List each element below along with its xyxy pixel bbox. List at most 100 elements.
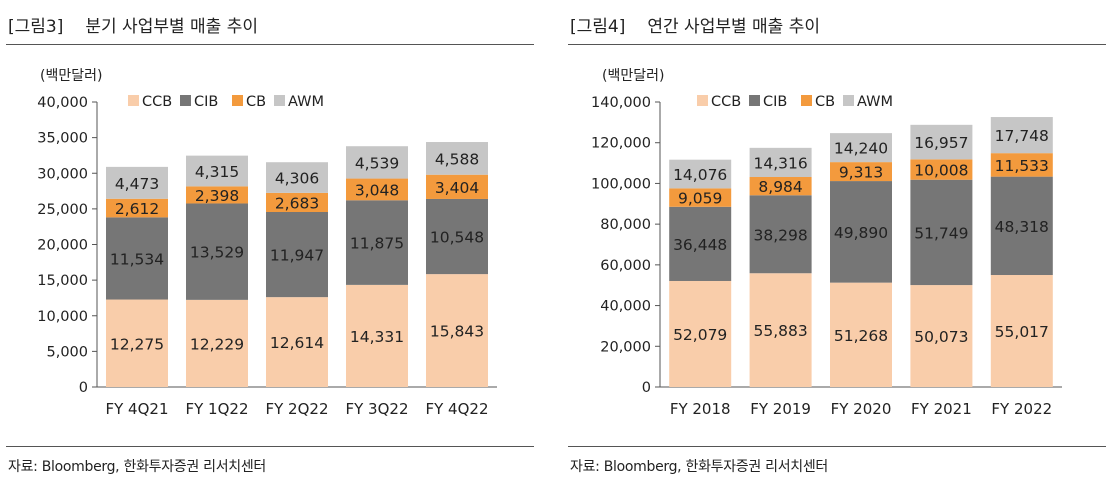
bar-segment-ccb (749, 273, 812, 387)
bar-segment-ccb (426, 274, 488, 387)
legend-swatch-ccb (128, 95, 139, 106)
data-label-cb: 3,048 (355, 181, 399, 199)
source-note: 자료: Bloomberg, 한화투자증권 리서치센터 (570, 459, 829, 475)
data-label-awm: 4,539 (355, 154, 399, 172)
bar-segment-awm (830, 133, 892, 163)
y-tick-label: 80,000 (600, 217, 651, 233)
y-tick-label: 40,000 (600, 299, 651, 315)
figure-title-text: 분기 사업부별 매출 추이 (85, 17, 258, 37)
bar-segment-ccb (106, 299, 168, 387)
bar-segment-cib (186, 203, 248, 300)
bar-segment-cib (749, 195, 812, 274)
figure-number: [그림3] (8, 17, 64, 37)
y-tick-label: 100,000 (591, 176, 651, 192)
bar-segment-cib (266, 212, 328, 298)
data-label-cb: 2,683 (275, 194, 319, 212)
bar-segment-awm (106, 166, 168, 199)
y-tick-label: 35,000 (37, 131, 88, 147)
source-rule (6, 446, 534, 447)
data-label-cib: 51,749 (914, 224, 968, 242)
x-tick-label: FY 4Q21 (106, 400, 169, 418)
x-tick-label: FY 2021 (911, 400, 972, 418)
data-label-ccb: 12,229 (190, 335, 244, 353)
bar-segment-ccb (346, 284, 408, 387)
bar-segment-cb (106, 198, 168, 218)
bar-segment-cb (266, 192, 328, 213)
y-tick-label: 140,000 (591, 95, 651, 111)
legend-swatch-cb (801, 95, 812, 106)
y-tick-label: 0 (79, 380, 88, 396)
bar-segment-cb (346, 178, 408, 201)
legend-label-ccb: CCB (711, 94, 741, 110)
source-rule (568, 446, 1106, 447)
bar-segment-awm (910, 124, 973, 160)
data-label-cib: 11,534 (110, 250, 164, 268)
legend-swatch-awm (843, 95, 854, 106)
x-tick-label: FY 2022 (991, 400, 1052, 418)
legend-label-cib: CIB (763, 94, 787, 110)
y-tick-label: 0 (642, 380, 651, 396)
bar-segment-cib (910, 179, 973, 286)
bar-segment-cib (990, 176, 1053, 276)
data-label-cib: 13,529 (190, 244, 244, 262)
data-label-cb: 11,533 (995, 157, 1049, 175)
legend-label-cb: CB (246, 94, 266, 110)
bar-segment-ccb (186, 299, 248, 387)
x-tick-label: FY 4Q22 (426, 400, 489, 418)
source-note: 자료: Bloomberg, 한화투자증권 리서치센터 (8, 459, 267, 475)
data-label-cb: 10,008 (914, 162, 968, 180)
data-label-ccb: 51,268 (834, 327, 888, 345)
y-tick-label: 15,000 (37, 273, 88, 289)
bar-segment-cib (830, 181, 892, 283)
bar-segment-cb (910, 159, 973, 180)
data-label-awm: 4,473 (115, 175, 159, 193)
bar-segment-awm (749, 147, 812, 177)
data-label-ccb: 15,843 (430, 323, 484, 341)
legend-label-cib: CIB (194, 94, 218, 110)
x-tick-label: FY 2019 (750, 400, 811, 418)
title-rule (6, 44, 534, 45)
data-label-ccb: 12,275 (110, 335, 164, 353)
y-tick-label: 120,000 (591, 136, 651, 152)
data-label-awm: 14,240 (834, 140, 888, 158)
quarterly-revenue-chart: (백만달러) 0 5,000 10,000 15,000 20,000 25,000 30,0… (37, 68, 497, 418)
title-rule (568, 44, 1106, 45)
bar-segment-ccb (669, 280, 732, 387)
bar-segment-cb (990, 153, 1053, 177)
bar-segment-awm (186, 155, 248, 187)
legend-swatch-cb (232, 95, 243, 106)
legend-swatch-cib (749, 95, 760, 106)
data-label-ccb: 55,017 (995, 323, 1049, 341)
bar-segment-cb (186, 186, 248, 204)
bar-segment-awm (266, 162, 328, 193)
data-label-awm: 14,316 (753, 154, 807, 172)
y-tick-label: 5,000 (46, 344, 88, 360)
bar-segment-awm (990, 117, 1053, 154)
y-tick-label: 20,000 (37, 238, 88, 254)
data-label-cib: 11,875 (350, 235, 404, 253)
bar-segment-cb (830, 162, 892, 182)
legend-label-cb: CB (815, 94, 835, 110)
data-label-cib: 48,318 (995, 218, 1049, 236)
x-tick-label: FY 2Q22 (266, 400, 329, 418)
legend-swatch-awm (274, 95, 285, 106)
data-label-awm: 16,957 (914, 134, 968, 152)
legend-label-ccb: CCB (142, 94, 172, 110)
figure-number: [그림4] (570, 17, 626, 37)
data-label-ccb: 55,883 (753, 322, 807, 340)
bar-segment-ccb (830, 282, 892, 387)
y-tick-label: 40,000 (37, 95, 88, 111)
data-label-awm: 17,748 (995, 127, 1049, 145)
data-label-cib: 38,298 (753, 226, 807, 244)
legend-swatch-ccb (697, 95, 708, 106)
data-label-cb: 2,612 (115, 200, 159, 218)
bar-segment-ccb (990, 275, 1053, 387)
data-label-ccb: 14,331 (350, 328, 404, 346)
bar-segment-cb (749, 176, 812, 196)
bar-segment-cb (426, 174, 488, 199)
bar-segment-cib (669, 206, 732, 281)
bar-segment-awm (346, 146, 408, 179)
y-tick-label: 30,000 (37, 166, 88, 182)
x-tick-label: FY 3Q22 (346, 400, 409, 418)
legend-swatch-cib (180, 95, 191, 106)
